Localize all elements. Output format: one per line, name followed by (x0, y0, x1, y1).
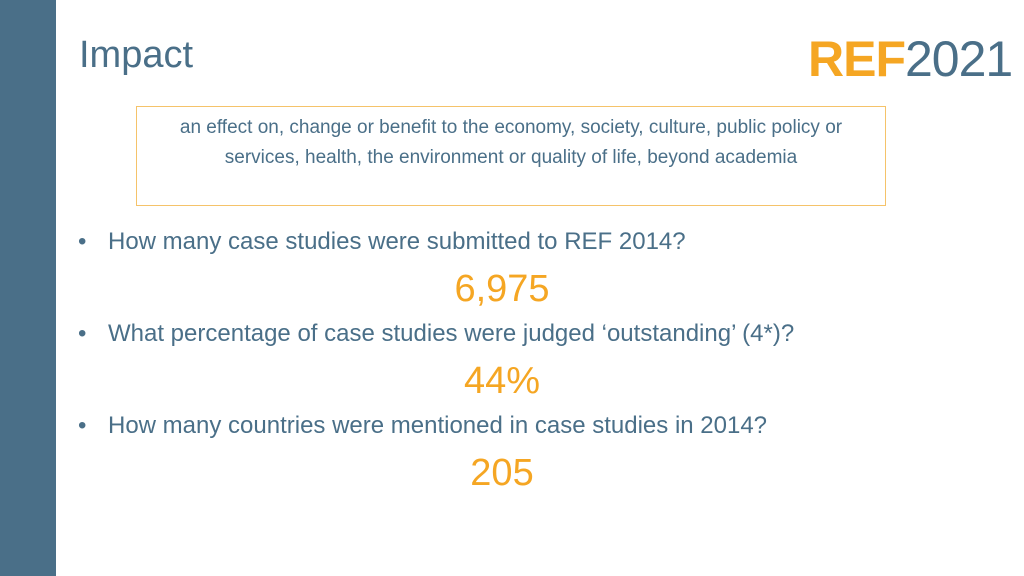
logo-ref: REF (808, 31, 906, 87)
question: What percentage of case studies were jud… (78, 320, 794, 348)
title: Impact (79, 34, 194, 76)
side-bar (0, 0, 56, 576)
definition: an effect on, change or benefit to the e… (136, 106, 886, 206)
answer: 44% (463, 360, 541, 402)
question: How many case studies were submitted to … (78, 228, 686, 256)
logo-year: 2021 (905, 31, 1013, 87)
question: How many countries were mentioned in cas… (78, 412, 767, 440)
logo: REF2021 (808, 30, 1013, 88)
answer: 205 (470, 452, 534, 494)
answer: 6,975 (454, 268, 550, 310)
